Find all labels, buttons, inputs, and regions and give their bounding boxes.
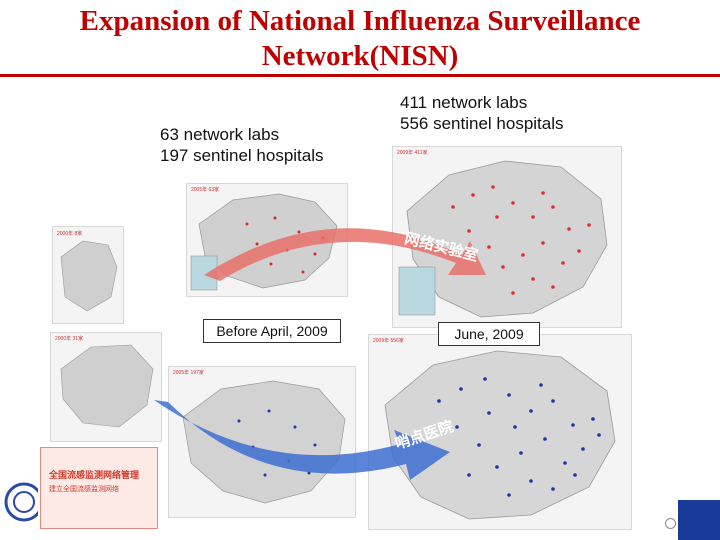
title-line-1: Expansion of National Influenza Surveill…	[79, 5, 641, 37]
network-management-box: 全国流感监测网络管理 建立全国流感监测网络	[40, 447, 158, 529]
map-tag-hospital-2009: 2009年 556家	[373, 338, 404, 344]
before-caption: Before April, 2009	[203, 319, 341, 343]
organization-logo-icon	[4, 482, 38, 522]
map-tag-hospital-2000: 2000年 31家	[55, 336, 84, 342]
hospital-expansion-arrow	[154, 400, 450, 480]
map-lab-2009: 2009年 411家	[392, 146, 622, 328]
china-map-icon	[384, 350, 616, 520]
map-tag-hospital-2005: 2005年 197家	[173, 370, 204, 376]
after-stats: 411 network labs 556 sentinel hospitals	[400, 92, 564, 134]
china-map-icon	[60, 344, 154, 428]
after-caption: June, 2009	[438, 322, 540, 346]
map-tag-lab-2005: 2005年 63家	[191, 187, 220, 193]
title-line-2: Network(NISN)	[261, 40, 459, 72]
after-labs-count: 411 network labs	[400, 93, 528, 112]
title-divider	[0, 74, 720, 77]
map-hospital-2000: 2000年 31家	[50, 332, 162, 442]
map-hospital-2009: 2009年 556家	[368, 334, 632, 530]
legend-title: 全国流感监测网络管理	[49, 470, 140, 480]
map-tag-lab-2000: 2000年 8家	[57, 231, 83, 237]
lab-expansion-arrow	[204, 228, 486, 281]
legend-subtitle: 建立全国流感监测网络	[49, 486, 119, 493]
after-hospitals-count: 556 sentinel hospitals	[400, 114, 564, 133]
before-labs-count: 63 network labs	[160, 125, 280, 144]
map-lab-2000: 2000年 8家	[52, 226, 124, 324]
before-hospitals-count: 197 sentinel hospitals	[160, 146, 324, 165]
copyright-icon	[665, 518, 676, 529]
slide-title: Expansion of National Influenza Surveill…	[0, 4, 720, 74]
before-stats: 63 network labs 197 sentinel hospitals	[160, 124, 324, 166]
map-tag-lab-2009: 2009年 411家	[397, 150, 428, 156]
china-map-icon	[398, 160, 608, 318]
map-hospital-2005: 2005年 197家	[168, 366, 356, 518]
corner-badge	[678, 500, 720, 540]
china-map-icon	[60, 240, 118, 312]
